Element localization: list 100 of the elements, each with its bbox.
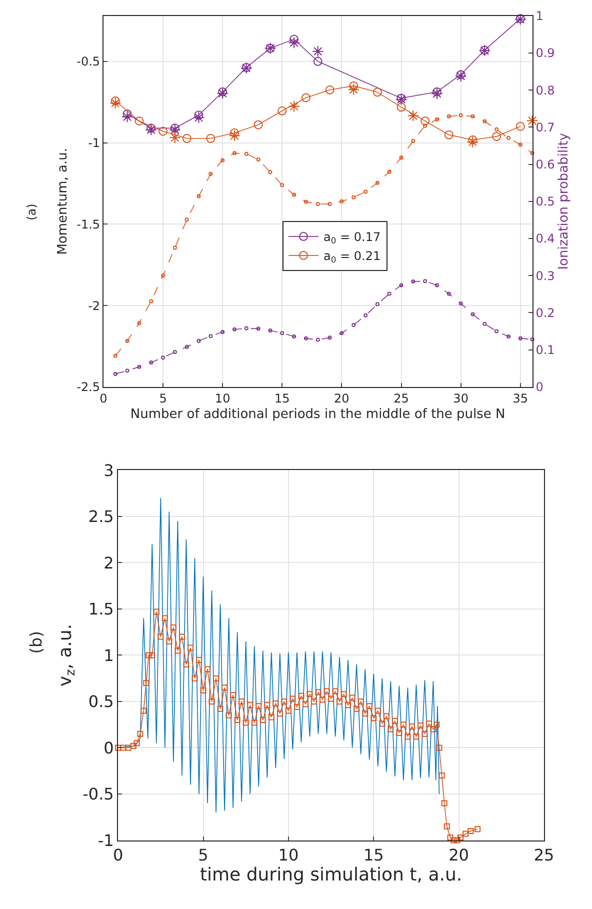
y-tick-label: 1.5 (88, 600, 114, 619)
point (446, 292, 451, 296)
point (170, 124, 180, 133)
point (125, 368, 130, 373)
point (434, 283, 439, 288)
point (113, 372, 118, 376)
point (396, 102, 406, 112)
y-tick-label: 1 (104, 646, 114, 665)
point (149, 360, 154, 364)
point (208, 334, 213, 338)
point (395, 93, 408, 106)
point (444, 130, 454, 140)
point (110, 96, 120, 106)
point (256, 326, 260, 331)
y-tick-label: 0.5 (88, 692, 114, 712)
point (149, 299, 154, 304)
y-tick-label: -2 (88, 298, 100, 313)
point (161, 274, 165, 278)
point (121, 110, 134, 123)
point (220, 330, 225, 334)
point (109, 97, 122, 109)
point (494, 329, 499, 334)
point (328, 202, 332, 206)
point (169, 124, 181, 136)
point (254, 120, 263, 130)
point (280, 331, 284, 336)
y2-tick-label: 0 (536, 380, 544, 394)
text: (b) (26, 631, 46, 654)
point (423, 124, 428, 128)
point (304, 336, 308, 340)
y2-tick-label: 0.2 (536, 306, 555, 320)
y-tick-label: -1 (98, 830, 114, 850)
y-tick-label: -1.5 (76, 217, 100, 232)
y2-axis-title: Ionization probability (556, 132, 572, 270)
y2-tick-label: 0.9 (536, 46, 555, 60)
y-tick-label: 2.5 (88, 507, 114, 526)
point (122, 109, 132, 118)
point (228, 130, 240, 142)
point (145, 124, 157, 136)
point (184, 218, 189, 222)
y2-tick-label: 0.8 (536, 83, 555, 98)
text: (a) (24, 204, 39, 220)
point (232, 151, 236, 156)
point (290, 34, 299, 44)
point (423, 279, 428, 284)
x-tick-label: 15 (274, 391, 290, 406)
y-tick-label: -0.5 (82, 784, 114, 804)
y2-tick-label: 0.7 (536, 120, 555, 134)
y2-tick-label: 0.5 (536, 194, 555, 209)
point (244, 326, 248, 330)
point (348, 84, 360, 96)
point (218, 87, 228, 96)
y2-tick-label: 0.3 (536, 268, 555, 283)
point (375, 180, 380, 185)
point (434, 117, 439, 122)
x-tick-label: 20 (334, 391, 350, 406)
point (492, 132, 502, 141)
x-tick-label: 15 (363, 845, 384, 864)
point (352, 322, 356, 327)
point (172, 246, 177, 250)
point (292, 192, 296, 197)
point (407, 110, 420, 122)
y2-tick-label: 0.6 (536, 157, 555, 172)
point (208, 172, 213, 176)
point (506, 334, 510, 338)
point (518, 336, 522, 340)
point (431, 88, 443, 100)
y-tick-label: -0.5 (76, 54, 100, 69)
point (292, 334, 296, 338)
x-tick-label: 35 (512, 391, 528, 406)
point (230, 128, 239, 138)
point (516, 122, 525, 131)
point (526, 114, 538, 127)
point (530, 337, 534, 342)
point (206, 134, 216, 143)
legend-label: a$_{0}$ = 0.21 (324, 249, 381, 265)
point (182, 134, 192, 143)
x-axis-title: time during simulation t, a.u. (200, 864, 462, 886)
point (134, 116, 144, 126)
point (458, 301, 463, 306)
point (146, 124, 156, 133)
x-tick-label: 5 (159, 391, 167, 406)
point (494, 127, 499, 132)
point (137, 364, 142, 369)
point (216, 87, 228, 100)
x-axis-title: Number of additional periods in the middle of the pulse N (130, 406, 506, 422)
point (288, 100, 300, 112)
point (446, 114, 451, 118)
point (244, 152, 248, 156)
point (458, 113, 463, 118)
point (470, 114, 475, 118)
y-tick-label: 3 (104, 460, 114, 480)
point (288, 36, 300, 49)
point (184, 344, 189, 349)
x-tick-label: 10 (214, 391, 230, 406)
point (312, 45, 324, 58)
point (137, 321, 142, 326)
point (196, 194, 201, 198)
y2-tick-label: 0.1 (536, 343, 555, 358)
point (399, 283, 404, 288)
